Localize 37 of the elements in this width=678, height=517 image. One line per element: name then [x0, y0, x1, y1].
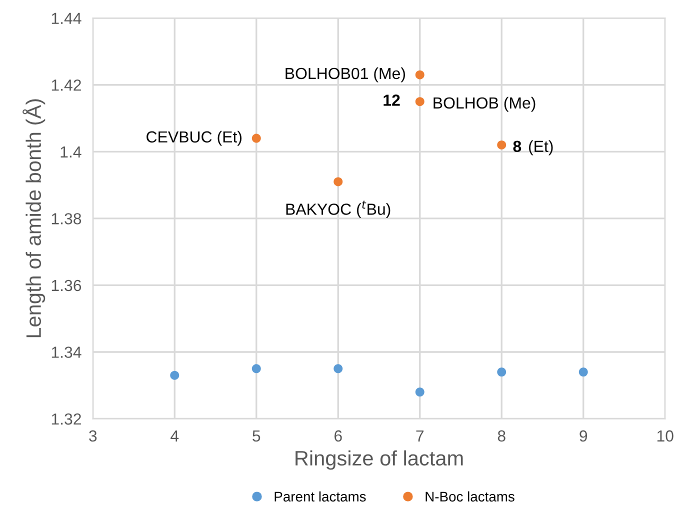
legend-label: N-Boc lactams [426, 491, 514, 502]
x-tick-label: 7 [416, 430, 424, 442]
y-tick-label: 1.4 [60, 146, 82, 158]
x-tick-label: 9 [580, 430, 588, 442]
y-tick-label: 1.38 [52, 213, 82, 224]
y-tick-label: 1.44 [52, 12, 82, 24]
annotation: BAKYOC ($^{t}$Bu) [286, 200, 390, 218]
annotation: BOLHOB01 (Me) [286, 67, 405, 82]
x-tick-label: 5 [252, 430, 260, 442]
x-tick-label: 10 [657, 430, 674, 442]
annotation: 8 [513, 140, 522, 152]
point [497, 368, 506, 377]
legend-label: Parent lactams [274, 491, 366, 502]
annotation: 12 [384, 94, 400, 106]
x-axis-title: Ringsize of lactam [296, 450, 463, 470]
point [334, 177, 343, 186]
point [334, 364, 343, 374]
y-tick-label: 1.36 [52, 280, 82, 292]
x-tick-label: 8 [498, 430, 506, 442]
annotation: BOLHOB (Me) [434, 96, 536, 112]
point [578, 368, 588, 377]
point [252, 134, 261, 143]
x-tick-label: 3 [89, 430, 97, 442]
annotation: (Et) [529, 140, 553, 156]
point [415, 97, 424, 106]
y-tick-label: 1.42 [52, 80, 81, 91]
y-axis-title: Length of amide bonth (Å) [22, 99, 46, 338]
annotation: CEVBUC (Et) [146, 130, 242, 146]
x-tick-label: 4 [170, 430, 179, 442]
y-tick-label: 1.32 [52, 413, 81, 425]
point [252, 364, 261, 374]
point [170, 370, 180, 380]
x-tick-label: 6 [334, 430, 342, 442]
y-tick-label: 1.34 [52, 346, 82, 358]
point [415, 388, 424, 397]
point [497, 140, 506, 150]
point [415, 70, 424, 80]
